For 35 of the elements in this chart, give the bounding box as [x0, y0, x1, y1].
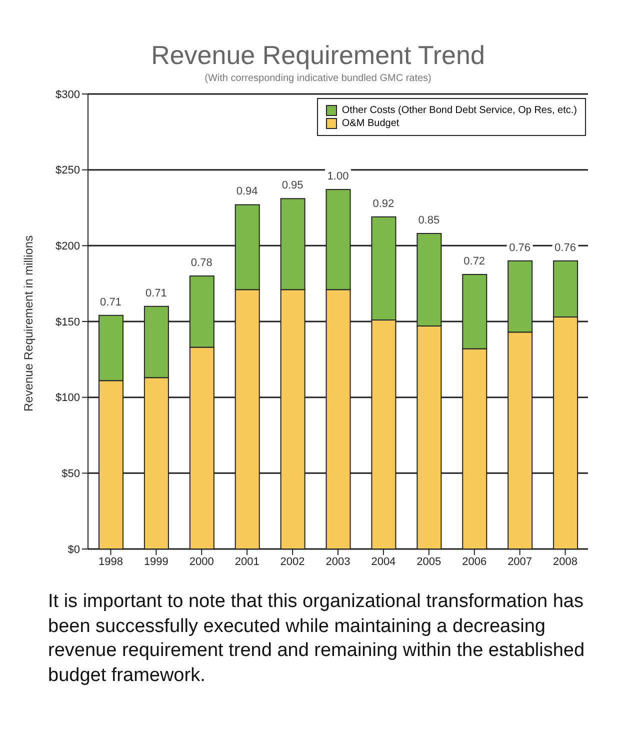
annotation: 0.76 [509, 242, 531, 254]
y-tick-label: $250 [56, 164, 80, 177]
y-tick-label: $150 [56, 316, 80, 328]
y-axis-title: Revenue Requirement in millions [21, 235, 36, 412]
legend-label: O&M Budget [342, 118, 400, 129]
x-tick-label: 2003 [326, 556, 350, 568]
annotation: 0.95 [282, 180, 304, 192]
x-tick-label: 2004 [371, 556, 396, 568]
x-tick-label: 2007 [508, 556, 532, 568]
annotation: 0.71 [100, 296, 122, 308]
x-tick-label: 2002 [280, 556, 305, 568]
x-tick-label: 1999 [144, 556, 168, 568]
y-tick-label: $200 [56, 240, 80, 253]
annotation: 0.72 [464, 255, 486, 268]
chart-subtitle: (With corresponding indicative bundled GMC rates) [204, 73, 432, 84]
annotation: 0.94 [236, 186, 258, 198]
text: It is important to note that this organizational transformation has been successfully executed while maintaining a decreasing revenue requirement trend and remaining within the established budget framework. [47, 590, 586, 688]
y-tick-label: $50 [62, 468, 80, 480]
annotation: 0.78 [190, 257, 212, 269]
x-tick-label: 2001 [234, 556, 260, 568]
annotation: 0.71 [145, 287, 167, 300]
x-tick-label: 2008 [553, 556, 578, 568]
y-tick-label: $300 [56, 88, 80, 101]
x-tick-label: 1998 [98, 556, 123, 568]
legend-label: Other Costs (Other Bond Debt Service, Op Res, etc.) [342, 105, 577, 116]
y-tick-label: $100 [56, 392, 80, 404]
y-tick-label: $0 [68, 544, 80, 556]
chart-title: Revenue Requirement Trend [150, 40, 486, 71]
annotation: 0.85 [418, 214, 440, 227]
annotation: 0.76 [554, 242, 576, 254]
x-tick-label: 2005 [416, 556, 442, 568]
annotation: 1.00 [327, 170, 349, 183]
annotation: 0.92 [372, 198, 394, 210]
x-tick-label: 2006 [462, 556, 487, 568]
x-tick-label: 2000 [189, 556, 214, 568]
